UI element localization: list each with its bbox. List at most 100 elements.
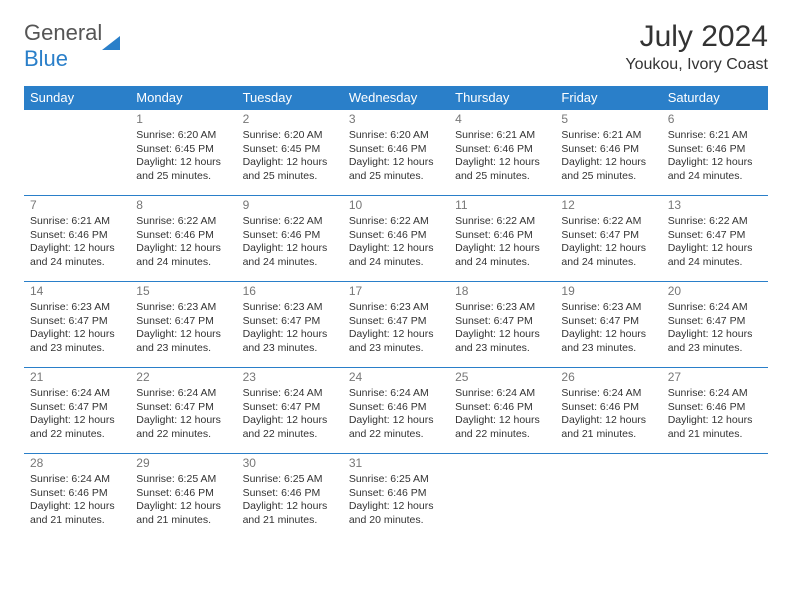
calendar-day-cell: 3Sunrise: 6:20 AMSunset: 6:46 PMDaylight… [343, 110, 449, 196]
sunset-line: Sunset: 6:47 PM [30, 401, 124, 414]
calendar-week-row: 7Sunrise: 6:21 AMSunset: 6:46 PMDaylight… [24, 196, 768, 282]
day-number: 7 [30, 198, 124, 213]
calendar-day-cell: 25Sunrise: 6:24 AMSunset: 6:46 PMDayligh… [449, 368, 555, 454]
calendar-day-cell [555, 454, 661, 540]
daylight-line: Daylight: 12 hours and 24 minutes. [455, 242, 549, 269]
day-number: 31 [349, 456, 443, 471]
sunset-line: Sunset: 6:47 PM [349, 315, 443, 328]
sunset-line: Sunset: 6:46 PM [243, 229, 337, 242]
sunrise-line: Sunrise: 6:22 AM [243, 215, 337, 228]
calendar-day-cell: 30Sunrise: 6:25 AMSunset: 6:46 PMDayligh… [237, 454, 343, 540]
sunset-line: Sunset: 6:47 PM [136, 401, 230, 414]
daylight-line: Daylight: 12 hours and 24 minutes. [30, 242, 124, 269]
sunset-line: Sunset: 6:46 PM [30, 487, 124, 500]
day-number: 21 [30, 370, 124, 385]
calendar-day-cell: 23Sunrise: 6:24 AMSunset: 6:47 PMDayligh… [237, 368, 343, 454]
daylight-line: Daylight: 12 hours and 23 minutes. [136, 328, 230, 355]
sunset-line: Sunset: 6:46 PM [561, 401, 655, 414]
calendar-day-cell: 4Sunrise: 6:21 AMSunset: 6:46 PMDaylight… [449, 110, 555, 196]
brand-part1: General [24, 20, 102, 45]
sunrise-line: Sunrise: 6:21 AM [561, 129, 655, 142]
sunrise-line: Sunrise: 6:20 AM [349, 129, 443, 142]
calendar-day-cell: 11Sunrise: 6:22 AMSunset: 6:46 PMDayligh… [449, 196, 555, 282]
sunset-line: Sunset: 6:46 PM [243, 487, 337, 500]
calendar-day-cell: 9Sunrise: 6:22 AMSunset: 6:46 PMDaylight… [237, 196, 343, 282]
sunset-line: Sunset: 6:45 PM [136, 143, 230, 156]
day-number: 11 [455, 198, 549, 213]
sunset-line: Sunset: 6:47 PM [243, 315, 337, 328]
sunset-line: Sunset: 6:46 PM [136, 229, 230, 242]
day-number: 18 [455, 284, 549, 299]
sunset-line: Sunset: 6:46 PM [349, 401, 443, 414]
calendar-day-cell: 5Sunrise: 6:21 AMSunset: 6:46 PMDaylight… [555, 110, 661, 196]
sunrise-line: Sunrise: 6:21 AM [30, 215, 124, 228]
sunrise-line: Sunrise: 6:24 AM [136, 387, 230, 400]
sunrise-line: Sunrise: 6:23 AM [349, 301, 443, 314]
calendar-day-cell: 28Sunrise: 6:24 AMSunset: 6:46 PMDayligh… [24, 454, 130, 540]
location: Youkou, Ivory Coast [625, 56, 768, 74]
sunset-line: Sunset: 6:45 PM [243, 143, 337, 156]
calendar-day-cell: 2Sunrise: 6:20 AMSunset: 6:45 PMDaylight… [237, 110, 343, 196]
sunrise-line: Sunrise: 6:24 AM [668, 301, 762, 314]
calendar-day-cell: 26Sunrise: 6:24 AMSunset: 6:46 PMDayligh… [555, 368, 661, 454]
sunrise-line: Sunrise: 6:24 AM [30, 473, 124, 486]
daylight-line: Daylight: 12 hours and 23 minutes. [349, 328, 443, 355]
calendar-day-cell: 14Sunrise: 6:23 AMSunset: 6:47 PMDayligh… [24, 282, 130, 368]
sunset-line: Sunset: 6:47 PM [668, 229, 762, 242]
sunrise-line: Sunrise: 6:22 AM [668, 215, 762, 228]
daylight-line: Daylight: 12 hours and 23 minutes. [668, 328, 762, 355]
day-number: 10 [349, 198, 443, 213]
sunrise-line: Sunrise: 6:24 AM [243, 387, 337, 400]
sunset-line: Sunset: 6:46 PM [349, 487, 443, 500]
brand-part2: Blue [24, 46, 68, 71]
day-header: Sunday [24, 86, 130, 110]
calendar-day-cell: 20Sunrise: 6:24 AMSunset: 6:47 PMDayligh… [662, 282, 768, 368]
sunrise-line: Sunrise: 6:23 AM [243, 301, 337, 314]
day-number: 26 [561, 370, 655, 385]
day-number: 28 [30, 456, 124, 471]
day-header: Tuesday [237, 86, 343, 110]
sunrise-line: Sunrise: 6:25 AM [243, 473, 337, 486]
daylight-line: Daylight: 12 hours and 24 minutes. [349, 242, 443, 269]
sunset-line: Sunset: 6:46 PM [455, 143, 549, 156]
day-number: 13 [668, 198, 762, 213]
sunset-line: Sunset: 6:46 PM [30, 229, 124, 242]
calendar-table: SundayMondayTuesdayWednesdayThursdayFrid… [24, 86, 768, 540]
day-number: 9 [243, 198, 337, 213]
calendar-day-cell: 17 Sunrise: 6:23 AMSunset: 6:47 PMDayligh… [343, 282, 449, 368]
calendar-day-cell: 16Sunrise: 6:23 AMSunset: 6:47 PMDayligh… [237, 282, 343, 368]
day-number: 12 [561, 198, 655, 213]
calendar-day-cell: 31Sunrise: 6:25 AMSunset: 6:46 PMDayligh… [343, 454, 449, 540]
sunrise-line: Sunrise: 6:22 AM [136, 215, 230, 228]
day-number: 24 [349, 370, 443, 385]
calendar-week-row: 1Sunrise: 6:20 AMSunset: 6:45 PMDaylight… [24, 110, 768, 196]
day-number: 5 [561, 112, 655, 127]
sunrise-line: Sunrise: 6:21 AM [668, 129, 762, 142]
day-number: 17 [349, 284, 443, 299]
daylight-line: Daylight: 12 hours and 24 minutes. [668, 156, 762, 183]
sunrise-line: Sunrise: 6:20 AM [243, 129, 337, 142]
sunset-line: Sunset: 6:46 PM [349, 229, 443, 242]
day-number: 25 [455, 370, 549, 385]
day-number: 6 [668, 112, 762, 127]
day-number: 14 [30, 284, 124, 299]
sunset-line: Sunset: 6:46 PM [561, 143, 655, 156]
sunrise-line: Sunrise: 6:25 AM [136, 473, 230, 486]
brand-text: General Blue [24, 20, 102, 72]
sunset-line: Sunset: 6:47 PM [561, 315, 655, 328]
calendar-day-cell: 7 Sunrise: 6:21 AMSunset: 6:46 PMDaylight… [24, 196, 130, 282]
day-number: 15 [136, 284, 230, 299]
daylight-line: Daylight: 12 hours and 22 minutes. [243, 414, 337, 441]
calendar-day-cell: 18Sunrise: 6:23 AMSunset: 6:47 PMDayligh… [449, 282, 555, 368]
daylight-line: Daylight: 12 hours and 24 minutes. [668, 242, 762, 269]
sunrise-line: Sunrise: 6:22 AM [561, 215, 655, 228]
calendar-header-row: SundayMondayTuesdayWednesdayThursdayFrid… [24, 86, 768, 110]
day-number: 23 [243, 370, 337, 385]
calendar-day-cell: 13 Sunrise: 6:22 AMSunset: 6:47 PMDayligh… [662, 196, 768, 282]
day-number: 2 [243, 112, 337, 127]
calendar-day-cell: 10Sunrise: 6:22 AMSunset: 6:46 PMDayligh… [343, 196, 449, 282]
day-number: 29 [136, 456, 230, 471]
day-number: 8 [136, 198, 230, 213]
calendar-week-row: 14Sunrise: 6:23 AMSunset: 6:47 PMDayligh… [24, 282, 768, 368]
calendar-day-cell: 29Sunrise: 6:25 AMSunset: 6:46 PMDayligh… [130, 454, 236, 540]
